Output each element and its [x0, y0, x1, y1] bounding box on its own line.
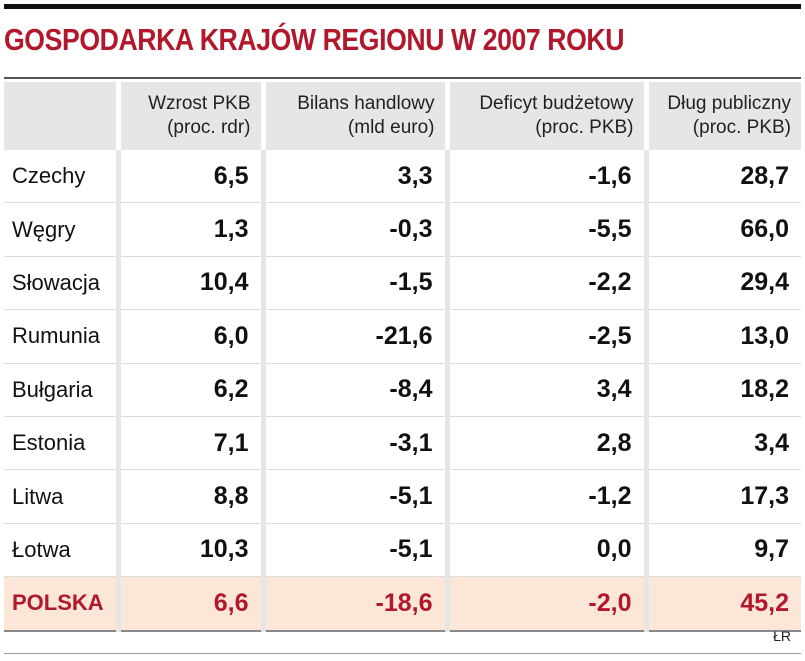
table-row: POLSKA 6,6 -18,6 -2,0 45,2 — [4, 576, 801, 632]
value-cell: 3,4 — [646, 416, 801, 471]
source-credit: ŁR — [773, 628, 791, 644]
value-cell: 10,4 — [118, 256, 266, 311]
value-cell: -2,2 — [447, 256, 649, 311]
value-cell: 2,8 — [447, 416, 649, 471]
table-body: Czechy 6,5 3,3 -1,6 28,7 Węgry 1,3 -0,3 -5,5 66,0… — [4, 150, 801, 632]
value-cell: 18,2 — [646, 363, 801, 417]
value-cell: 29,4 — [646, 256, 801, 311]
value-cell: 7,1 — [118, 416, 266, 471]
value-cell: -5,1 — [263, 469, 450, 524]
value-cell: -1,6 — [447, 150, 649, 204]
country-cell: Węgry — [4, 202, 121, 257]
table-row: Litwa 8,8 -5,1 -1,2 17,3 — [4, 469, 801, 524]
country-cell: Bułgaria — [4, 363, 121, 417]
header-unit: (proc. PKB) — [535, 117, 634, 138]
value-cell: -8,4 — [263, 363, 450, 417]
value-cell: -0,3 — [263, 202, 450, 257]
header-unit: (proc. PKB) — [692, 117, 791, 138]
table-row: Czechy 6,5 3,3 -1,6 28,7 — [4, 150, 801, 204]
value-cell: 13,0 — [646, 309, 801, 364]
header-label: Dług publiczny — [667, 93, 791, 114]
value-cell: 66,0 — [646, 202, 801, 257]
header-cell-country — [4, 82, 121, 150]
table-row: Węgry 1,3 -0,3 -5,5 66,0 — [4, 202, 801, 257]
value-cell: 10,3 — [118, 523, 266, 578]
data-table: Wzrost PKB (proc. rdr) Bilans handlowy (… — [4, 82, 801, 632]
value-cell: 6,2 — [118, 363, 266, 417]
country-cell: Czechy — [4, 150, 121, 204]
country-cell: Rumunia — [4, 309, 121, 364]
country-cell: Łotwa — [4, 523, 121, 578]
country-cell: Litwa — [4, 469, 121, 524]
top-rule — [4, 4, 801, 9]
title-rule — [4, 77, 801, 79]
header-label: Wzrost PKB — [148, 93, 251, 114]
header-cell-gdp-growth: Wzrost PKB (proc. rdr) — [118, 82, 266, 150]
value-cell: 1,3 — [118, 202, 266, 257]
value-cell: -2,5 — [447, 309, 649, 364]
value-cell: 3,3 — [263, 150, 450, 204]
value-cell: -5,1 — [263, 523, 450, 578]
value-cell: 6,6 — [118, 576, 266, 632]
header-unit: (mld euro) — [347, 117, 435, 138]
value-cell: -5,5 — [447, 202, 649, 257]
header-label: Bilans handlowy — [297, 93, 435, 114]
value-cell: 8,8 — [118, 469, 266, 524]
country-cell: POLSKA — [4, 576, 121, 632]
country-cell: Słowacja — [4, 256, 121, 311]
value-cell: 6,0 — [118, 309, 266, 364]
table-row: Słowacja 10,4 -1,5 -2,2 29,4 — [4, 256, 801, 311]
header-cell-budget-deficit: Deficyt budżetowy (proc. PKB) — [447, 82, 649, 150]
header-unit: (proc. rdr) — [167, 117, 251, 138]
value-cell: -1,5 — [263, 256, 450, 311]
value-cell: 9,7 — [646, 523, 801, 578]
bottom-rule — [4, 653, 801, 654]
header-label: Deficyt budżetowy — [479, 93, 634, 114]
value-cell: 45,2 — [646, 576, 801, 632]
value-cell: 17,3 — [646, 469, 801, 524]
value-cell: 28,7 — [646, 150, 801, 204]
table-row: Rumunia 6,0 -21,6 -2,5 13,0 — [4, 309, 801, 364]
value-cell: -1,2 — [447, 469, 649, 524]
page-title: GOSPODARKA KRAJÓW REGIONU W 2007 ROKU — [4, 22, 625, 57]
value-cell: -2,0 — [447, 576, 649, 632]
header-row: Wzrost PKB (proc. rdr) Bilans handlowy (… — [4, 82, 801, 150]
value-cell: 6,5 — [118, 150, 266, 204]
value-cell: 0,0 — [447, 523, 649, 578]
value-cell: -3,1 — [263, 416, 450, 471]
header-cell-trade-balance: Bilans handlowy (mld euro) — [263, 82, 450, 150]
header-cell-public-debt: Dług publiczny (proc. PKB) — [646, 82, 801, 150]
table-row: Łotwa 10,3 -5,1 0,0 9,7 — [4, 523, 801, 578]
value-cell: -21,6 — [263, 309, 450, 364]
value-cell: 3,4 — [447, 363, 649, 417]
table-row: Bułgaria 6,2 -8,4 3,4 18,2 — [4, 363, 801, 417]
country-cell: Estonia — [4, 416, 121, 471]
value-cell: -18,6 — [263, 576, 450, 632]
table-row: Estonia 7,1 -3,1 2,8 3,4 — [4, 416, 801, 471]
